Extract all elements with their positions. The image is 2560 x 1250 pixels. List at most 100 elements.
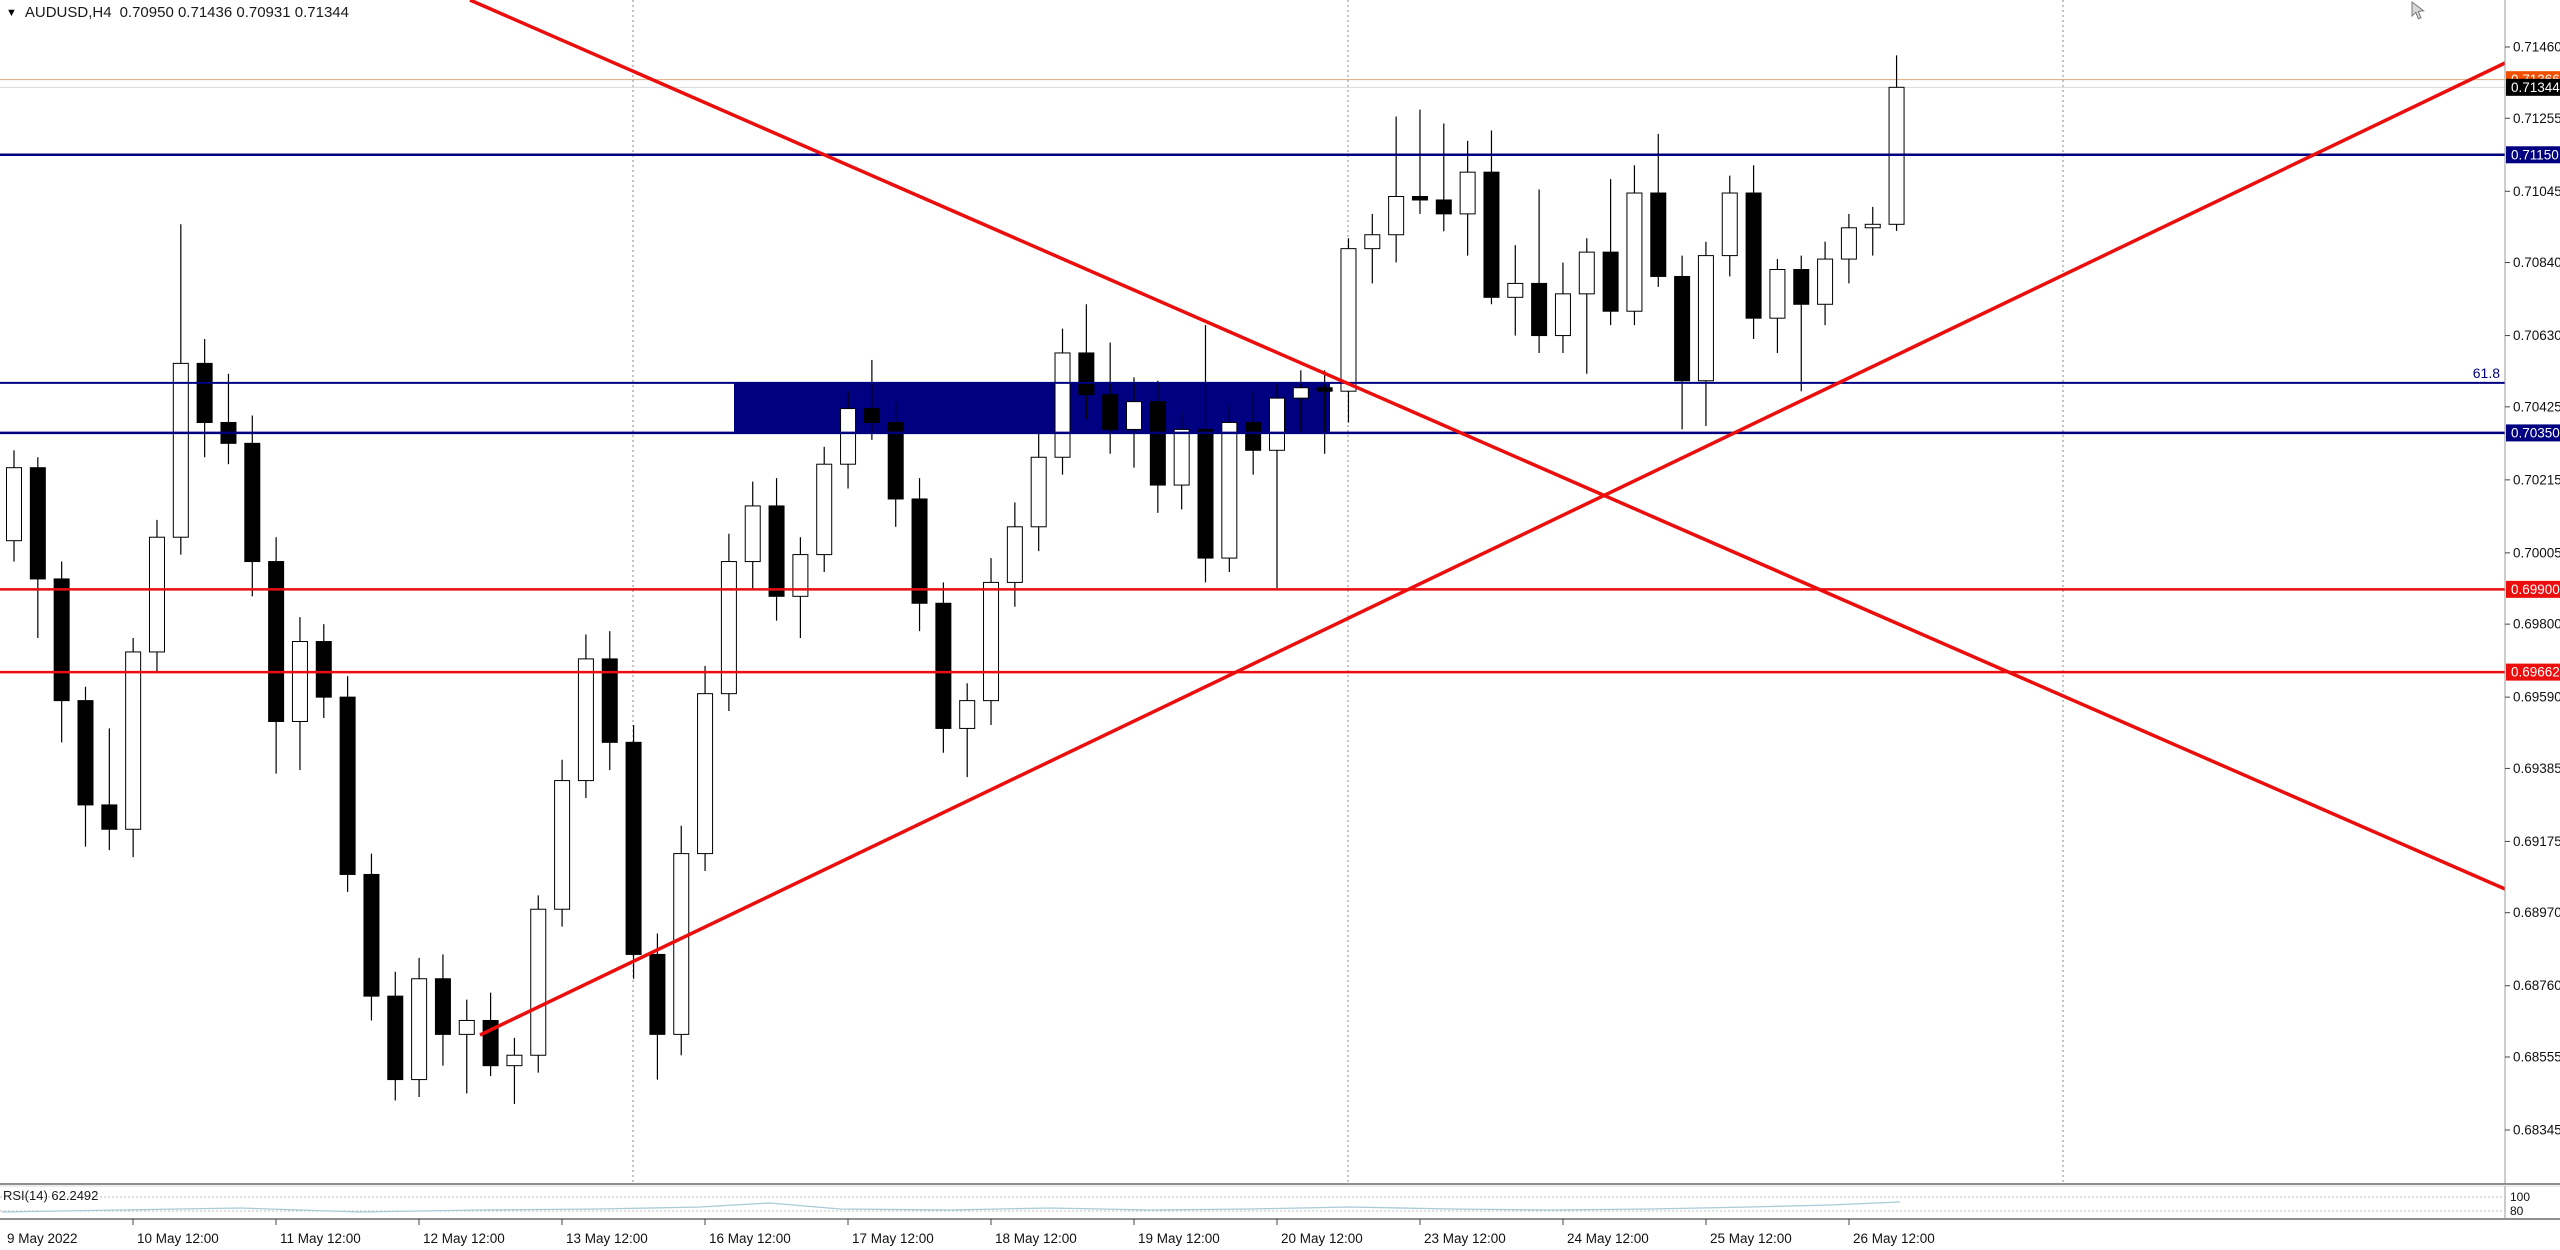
bearish-candle-body — [434, 978, 451, 1035]
price-tick-label: 0.71460 — [2513, 40, 2560, 55]
bullish-candle-body — [1864, 223, 1881, 229]
bearish-candle-body — [53, 578, 70, 702]
bearish-candle-body — [1650, 192, 1667, 277]
time-tick-label: 12 May 12:00 — [423, 1231, 505, 1246]
bearish-candle-body — [1078, 352, 1095, 396]
mouse-cursor-icon — [2411, 0, 2425, 20]
bullish-candle-body — [1817, 258, 1834, 305]
time-tick-label: 13 May 12:00 — [566, 1231, 648, 1246]
price-tick-label: 0.68760 — [2513, 978, 2560, 993]
bullish-candle-body — [1840, 227, 1857, 260]
bullish-candle-body — [1054, 352, 1071, 458]
bullish-candle-body — [1626, 192, 1643, 312]
bearish-candle-body — [1102, 394, 1119, 430]
bullish-candle-body — [172, 362, 189, 538]
bullish-candle-body — [1578, 251, 1595, 295]
bearish-candle-body — [268, 561, 285, 722]
price-tick-label: 0.69800 — [2513, 617, 2560, 632]
bid-price-badge — [2506, 78, 2560, 96]
rsi-scale-label: 80 — [2510, 1204, 2524, 1218]
price-tick-label: 0.69385 — [2513, 761, 2560, 776]
bearish-candle-body — [1531, 282, 1548, 337]
rsi-line — [1, 1201, 1901, 1213]
price-tick-label: 0.70215 — [2513, 472, 2560, 487]
bullish-candle-body — [983, 581, 1000, 702]
ascending-trendline[interactable] — [479, 61, 2506, 1037]
bullish-candle-body — [1126, 401, 1143, 430]
time-tick-label: 17 May 12:00 — [852, 1231, 934, 1246]
bearish-candle-body — [1245, 421, 1262, 451]
descending-trendline[interactable] — [469, 0, 2506, 891]
supply-zone-rectangle[interactable] — [734, 382, 1330, 433]
bearish-candle-body — [1197, 428, 1214, 559]
resistance-71150-badge — [2506, 146, 2560, 164]
fib-level-label: 61.8 — [2473, 365, 2500, 381]
support-70350-value: 0.70350 — [2511, 425, 2560, 440]
bearish-candle-body — [315, 641, 332, 698]
price-tick-label: 0.70005 — [2513, 545, 2560, 560]
bearish-candle-body — [29, 467, 46, 580]
bullish-candle-body — [720, 561, 737, 695]
bearish-candle-body — [363, 873, 380, 997]
bullish-candle-body — [6, 467, 22, 542]
price-tick-label: 0.68345 — [2513, 1122, 2560, 1137]
bullish-candle-body — [1721, 192, 1738, 257]
bearish-candle-body — [1435, 199, 1452, 215]
bearish-candle-body — [1483, 171, 1500, 298]
bullish-candle-body — [1173, 428, 1190, 486]
price-axis[interactable]: 0.71460 0.71255 0.71045 0.70840 0.70630 0.704… — [2504, 0, 2560, 1184]
time-tick-label: 20 May 12:00 — [1281, 1231, 1363, 1246]
time-tick-label: 23 May 12:00 — [1424, 1231, 1506, 1246]
bullish-candle-body — [840, 408, 857, 465]
bullish-candle-body — [411, 978, 428, 1081]
time-tick-label: 19 May 12:00 — [1138, 1231, 1220, 1246]
level-69662-badge — [2506, 663, 2560, 681]
bullish-candle-body — [125, 651, 142, 830]
chart-header: ▼ AUDUSD,H4 0.70950 0.71436 0.70931 0.71… — [6, 4, 349, 21]
bearish-candle-body — [935, 602, 952, 729]
candlestick-series[interactable] — [6, 55, 1905, 1104]
price-tick-label: 0.69590 — [2513, 690, 2560, 705]
bullish-candle-body — [554, 780, 571, 910]
bullish-candle-body — [1268, 397, 1285, 451]
bearish-candle-body — [387, 995, 404, 1081]
bid-price-value: 0.71344 — [2511, 80, 2560, 95]
bullish-candle-body — [458, 1019, 475, 1035]
bearish-candle-body — [1316, 387, 1333, 392]
bullish-candle-body — [1030, 456, 1047, 528]
time-tick-label: 16 May 12:00 — [709, 1231, 791, 1246]
price-tick-label: 0.70630 — [2513, 328, 2560, 343]
symbol-timeframe-label: AUDUSD,H4 — [24, 4, 112, 21]
bullish-candle-body — [1340, 248, 1357, 392]
bullish-candle-body — [673, 853, 690, 1035]
bearish-candle-body — [601, 658, 618, 743]
symbol-dropdown-icon[interactable]: ▼ — [6, 6, 17, 19]
bearish-candle-body — [625, 741, 642, 955]
time-tick-label: 25 May 12:00 — [1710, 1231, 1792, 1246]
bullish-candle-body — [1006, 526, 1023, 583]
time-tick-label: 11 May 12:00 — [280, 1231, 361, 1246]
bullish-candle-body — [1221, 421, 1238, 559]
level-69900-value: 0.69900 — [2511, 582, 2560, 597]
time-axis[interactable]: 9 May 2022 10 May 12:00 11 May 12:00 12 May… — [7, 1219, 1935, 1246]
bearish-candle-body — [887, 421, 904, 500]
bearish-candle-body — [1411, 195, 1428, 201]
time-tick-label: 26 May 12:00 — [1853, 1231, 1935, 1246]
bullish-candle-body — [697, 693, 714, 855]
bullish-candle-body — [506, 1054, 523, 1067]
bearish-candle-body — [1745, 192, 1762, 319]
bearish-candle-body — [649, 953, 666, 1035]
rsi-scale-label: 100 — [2510, 1190, 2530, 1204]
bearish-candle-body — [196, 362, 213, 423]
time-tick-label: 24 May 12:00 — [1567, 1231, 1649, 1246]
bearish-candle-body — [1674, 275, 1691, 382]
bullish-candle-body — [1507, 282, 1524, 298]
bullish-candle-body — [148, 536, 165, 653]
level-69900-badge — [2506, 580, 2560, 598]
bearish-candle-body — [1149, 401, 1166, 486]
bearish-candle-body — [244, 442, 261, 563]
support-70350-badge — [2506, 424, 2560, 442]
time-tick-label: 10 May 12:00 — [137, 1231, 219, 1246]
